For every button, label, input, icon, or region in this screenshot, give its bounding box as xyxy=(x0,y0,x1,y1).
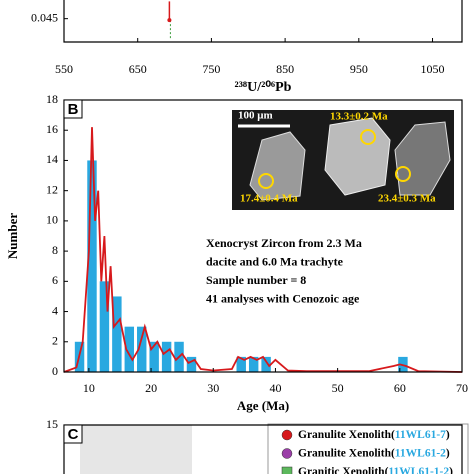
bar xyxy=(161,341,172,372)
x-tick-label: 650 xyxy=(129,62,147,76)
x-axis-label: ²³⁸U/²⁰⁶Pb xyxy=(235,80,292,95)
y-tick-label: 2 xyxy=(52,334,58,348)
annotation: 41 analyses with Cenozoic age xyxy=(206,291,360,305)
y-tick-label: 12 xyxy=(46,182,58,196)
y-tick-label: 0.045 xyxy=(31,10,58,24)
x-tick-label: 10 xyxy=(83,381,95,395)
x-tick-label: 60 xyxy=(394,381,406,395)
y-tick-label: 0 xyxy=(52,364,58,378)
legend-text: 11WL61-7 xyxy=(395,429,446,441)
legend-marker xyxy=(281,448,293,459)
density-curve xyxy=(63,127,463,373)
axis-box xyxy=(63,99,463,373)
y-tick-label: 10 xyxy=(46,213,58,227)
legend-text: ) xyxy=(446,429,450,441)
legend-text: ) xyxy=(449,466,453,474)
legend-marker xyxy=(281,466,293,474)
inset-age: 23.4±0.3 Ma xyxy=(378,193,436,205)
annotation: dacite and 6.0 Ma trachyte xyxy=(206,254,344,268)
legend-text: Granulite Xenolith( xyxy=(298,429,395,441)
legend-box xyxy=(267,423,469,474)
annotation: Xenocryst Zircon from 2.3 Ma xyxy=(206,236,362,250)
legend-entry: Granulite Xenolith(11WL61-7) xyxy=(298,429,450,441)
legend-marker xyxy=(281,429,293,441)
bar xyxy=(99,281,110,372)
bar xyxy=(236,356,246,372)
y-tick-label: 14 xyxy=(46,152,58,166)
y-tick-label: 6 xyxy=(52,273,58,287)
panel-label-box xyxy=(63,99,83,119)
x-tick-label: 850 xyxy=(276,62,294,76)
x-tick-label: 950 xyxy=(350,62,368,76)
x-tick-label: 550 xyxy=(55,62,73,76)
panel-label: B xyxy=(68,101,79,118)
x-tick-label: 20 xyxy=(145,381,157,395)
x-tick-label: 750 xyxy=(202,62,220,76)
legend-text: ) xyxy=(446,447,450,459)
y-tick-label: 4 xyxy=(52,303,58,317)
y-tick-label: 15 xyxy=(46,417,58,431)
x-tick-label: 40 xyxy=(269,381,281,395)
panel-label: C xyxy=(68,426,79,443)
highlight-band xyxy=(80,425,192,474)
point xyxy=(167,18,172,23)
bar xyxy=(137,326,147,372)
inset-scale: 100 μm xyxy=(238,110,273,122)
x-tick-label: 1050 xyxy=(421,62,445,76)
bar xyxy=(248,356,259,372)
legend-text: 11WL61-1-2 xyxy=(388,466,449,474)
axis-box xyxy=(63,0,463,43)
legend-text: 11WL61-2 xyxy=(395,447,446,459)
inset-age: 17.4±0.4 Ma xyxy=(240,193,298,205)
axis-frame xyxy=(63,424,463,474)
inset-image xyxy=(232,110,454,210)
x-tick-label: 30 xyxy=(207,381,219,395)
bar xyxy=(124,326,135,372)
legend-text: Granulite Xenolith( xyxy=(298,447,395,459)
inset-age: 13.3±0.2 Ma xyxy=(330,111,388,123)
x-tick-label: 50 xyxy=(332,381,344,395)
y-tick-label: 16 xyxy=(46,122,58,136)
y-tick-label: 18 xyxy=(46,92,58,106)
panel-label-box xyxy=(63,424,83,444)
bar xyxy=(112,296,122,372)
legend-entry: Granitic Xenolith(11WL61-1-2) xyxy=(298,466,453,474)
legend-text: Granitic Xenolith( xyxy=(298,466,389,474)
bar xyxy=(149,341,159,372)
bar xyxy=(261,356,271,372)
bar xyxy=(186,356,197,372)
bar xyxy=(87,160,97,372)
y-axis-label: Number xyxy=(5,213,20,259)
annotation: Sample number = 8 xyxy=(206,273,306,287)
y-tick-label: 8 xyxy=(52,243,58,257)
x-tick-label: 70 xyxy=(456,381,468,395)
legend-entry: Granulite Xenolith(11WL61-2) xyxy=(298,447,450,459)
x-axis-label: Age (Ma) xyxy=(237,398,289,413)
